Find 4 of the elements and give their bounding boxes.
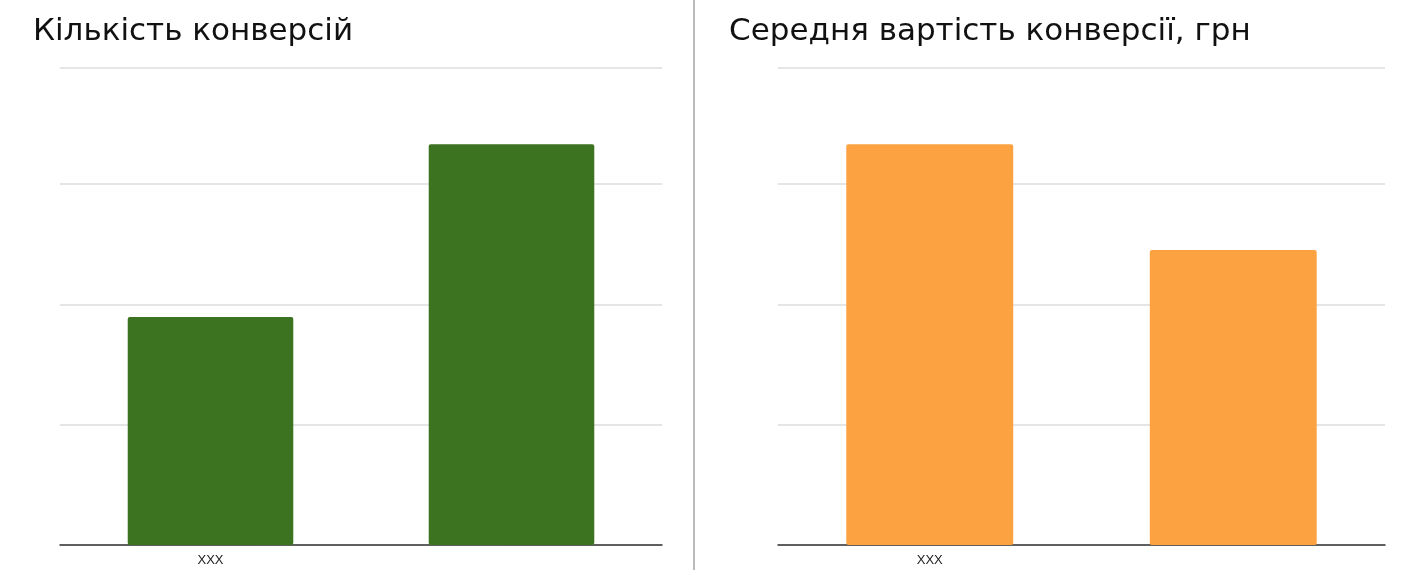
chart-title: Кількість конверсій bbox=[33, 10, 354, 47]
x-tick-label: XXX bbox=[916, 552, 944, 567]
chart-title: Середня вартість конверсії, грн bbox=[729, 10, 1251, 47]
x-tick-label: XXX bbox=[197, 552, 224, 567]
